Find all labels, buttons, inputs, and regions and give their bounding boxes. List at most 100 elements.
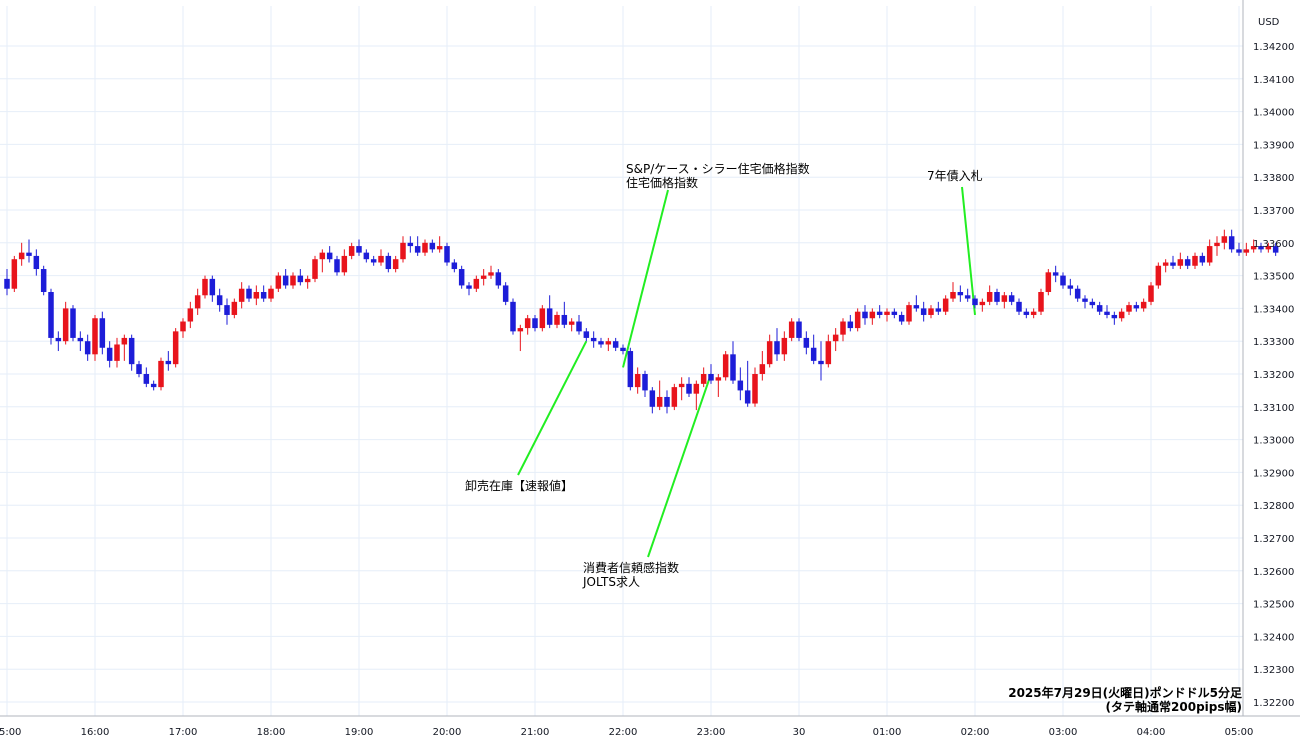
annotation-label: 7年債入札 (927, 168, 983, 183)
candle-body (1148, 285, 1154, 302)
candle-body (55, 337, 62, 342)
candle-body (136, 364, 142, 374)
candle-body (488, 272, 494, 276)
candle-body (510, 301, 516, 332)
candle-body (407, 242, 414, 247)
candle-body (143, 374, 150, 384)
x-tick-label: 21:00 (521, 727, 550, 738)
y-tick-label: 1.33200 (1253, 370, 1294, 381)
candle-body (715, 377, 722, 381)
candle-body (495, 272, 502, 286)
candle-body (70, 308, 76, 338)
candle-body (730, 354, 736, 381)
candle-body (363, 252, 370, 260)
candle-body (1023, 311, 1030, 315)
x-tick-label: 04:00 (1137, 727, 1166, 738)
candle-body (422, 242, 428, 253)
candle-body (341, 255, 348, 273)
y-tick-label: 1.33400 (1253, 304, 1294, 315)
candle-body (224, 305, 230, 315)
candle-body (539, 308, 546, 329)
candle-body (400, 242, 406, 260)
candle-body (18, 252, 25, 260)
candle-body (326, 252, 333, 260)
x-tick-label: 03:00 (1049, 727, 1078, 738)
candle-body (517, 328, 524, 332)
candle-body (62, 308, 69, 342)
candle-body (502, 285, 509, 302)
candle-body (1067, 285, 1074, 289)
candle-body (1082, 298, 1088, 302)
candle-body (1001, 295, 1008, 302)
candle-body (1258, 246, 1264, 250)
candle-body (656, 396, 663, 407)
candle-body (1250, 246, 1257, 250)
x-tick-label: 19:00 (345, 727, 374, 738)
candle-body (268, 288, 274, 299)
candle-body (832, 334, 839, 342)
candle-body (810, 347, 817, 361)
candle-body (840, 321, 846, 335)
x-tick-label: 18:00 (257, 727, 286, 738)
y-tick-label: 1.32500 (1253, 600, 1294, 611)
candle-body (466, 285, 472, 289)
candle-body (1214, 242, 1220, 247)
currency-label: USD (1258, 17, 1280, 28)
candle-body (33, 255, 40, 270)
candle-body (957, 292, 964, 296)
candle-body (436, 246, 443, 250)
candle-body (818, 360, 824, 365)
candle-body (378, 255, 384, 263)
candle-body (297, 275, 304, 283)
candle-body (876, 311, 883, 315)
candle-body (1045, 272, 1052, 292)
y-tick-label: 1.33800 (1253, 173, 1294, 184)
candle-body (348, 246, 355, 256)
candle-body (686, 383, 692, 394)
x-tick-label: 16:00 (81, 727, 110, 738)
candle-body (209, 278, 216, 296)
y-tick-label: 1.32900 (1253, 468, 1294, 479)
candle-body (994, 292, 1000, 302)
candle-body (92, 318, 98, 355)
candle-body (444, 246, 450, 263)
candle-body (642, 374, 648, 391)
candle-body (576, 321, 582, 332)
y-tick-label: 1.33900 (1253, 140, 1294, 151)
candle-body (172, 331, 179, 365)
candle-body (260, 292, 267, 299)
candle-body (634, 374, 641, 388)
x-tick-label: 17:00 (169, 727, 198, 738)
candle-body (1060, 275, 1066, 286)
candle-body (605, 341, 612, 345)
candle-body (106, 347, 113, 361)
candle-body (598, 341, 604, 345)
annotation-lines (517, 186, 976, 558)
candle-body (216, 295, 223, 306)
x-tick-label: 30 (793, 727, 806, 738)
candle-body (979, 301, 986, 306)
candle-body (583, 331, 590, 338)
candle-body (1052, 272, 1059, 276)
candle-body (99, 318, 106, 348)
x-tick-label: 01:00 (873, 727, 902, 738)
chart-caption-subtitle: (タテ軸通常200pips幅) (1106, 699, 1242, 714)
candle-body (950, 292, 956, 299)
candle-body (847, 321, 854, 329)
candle-body (194, 295, 201, 309)
candle-body (11, 259, 18, 289)
candle-body (920, 308, 927, 315)
candle-body (693, 383, 700, 394)
candle-body (370, 259, 377, 263)
candle-body (1096, 305, 1103, 312)
candle-body (84, 341, 91, 355)
candle-body (238, 288, 245, 302)
candle-body (671, 387, 678, 407)
candle-body (796, 321, 802, 338)
candle-body (429, 242, 436, 250)
chart-caption-title: 2025年7月29日(火曜日)ポンドドル5分足 (1008, 685, 1242, 700)
candle-body (1199, 255, 1206, 263)
candle-body (150, 383, 157, 388)
y-tick-label: 1.33300 (1253, 337, 1294, 348)
